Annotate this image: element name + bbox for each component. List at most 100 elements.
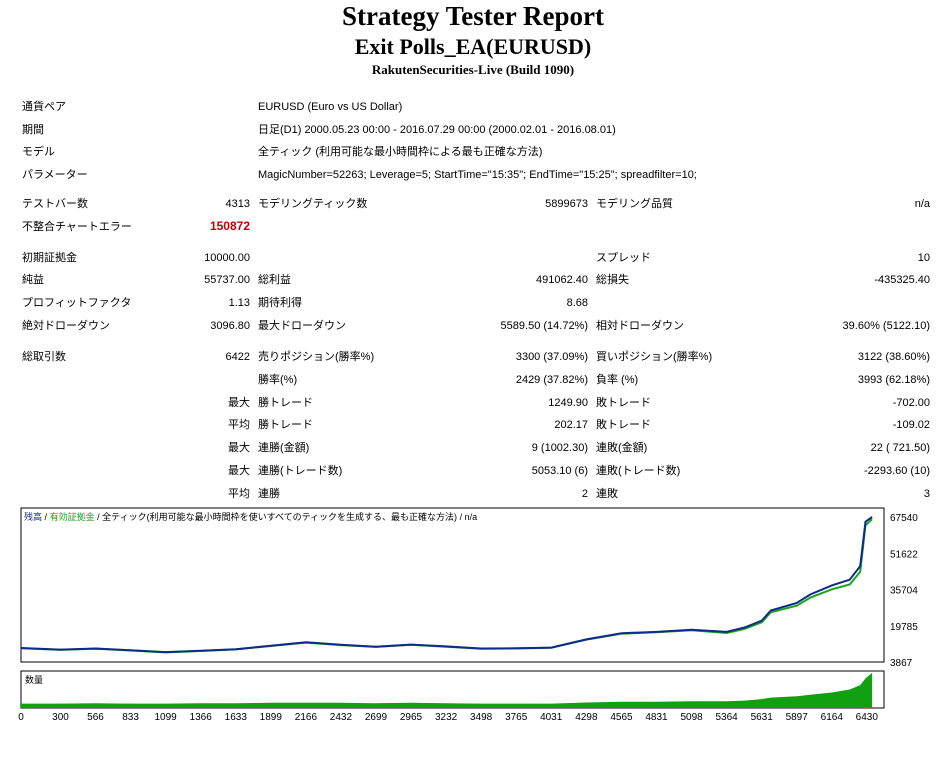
- rel-dd-label: 相対ドローダウン: [596, 320, 684, 332]
- cons-win-count-value: 5053.10 (6): [531, 465, 588, 477]
- ticks-label: モデリングティック数: [258, 198, 368, 210]
- largest-win-value: 1249.90: [548, 397, 588, 409]
- x-tick-label: 566: [87, 712, 104, 723]
- x-tick-label: 1366: [190, 712, 213, 723]
- x-tick-label: 1099: [154, 712, 177, 723]
- params-label: パラメーター: [22, 169, 88, 181]
- x-tick-label: 5897: [786, 712, 809, 723]
- x-tick-label: 5098: [680, 712, 703, 723]
- win-label: 勝率(%): [258, 374, 298, 386]
- x-tick-label: 833: [122, 712, 139, 723]
- balance-plot-frame: [20, 507, 885, 663]
- cons-win-money-label: 連勝(金額): [258, 442, 310, 454]
- net-value: 55737.00: [204, 274, 250, 286]
- legend-separator-2: /: [97, 512, 100, 522]
- largest-loss-value: -702.00: [892, 397, 930, 409]
- x-tick-label: 4031: [540, 712, 563, 723]
- avg-cons-win-label: 連勝: [258, 488, 280, 500]
- largest-loss-label: 敗トレード: [596, 397, 651, 409]
- x-tick-label: 4565: [610, 712, 633, 723]
- period-value: 日足(D1) 2000.05.23 00:00 - 2016.07.29 00:…: [258, 124, 616, 136]
- max-cons-label: 最大: [228, 442, 250, 454]
- deposit-label: 初期証拠金: [22, 252, 77, 264]
- bars-label: テストバー数: [22, 198, 88, 210]
- x-tick-label: 5364: [715, 712, 738, 723]
- abs-dd-value: 3096.80: [210, 320, 250, 332]
- largest-win-label: 勝トレード: [258, 397, 313, 409]
- cons-win-money-value: 9 (1002.30): [531, 442, 588, 454]
- x-tick-label: 4298: [575, 712, 598, 723]
- volume-area: [21, 672, 873, 708]
- trades-value: 6422: [225, 351, 250, 363]
- x-tick-label: 6164: [821, 712, 844, 723]
- rel-dd-value: 39.60% (5122.10): [842, 320, 930, 332]
- long-label: 買いポジション(勝率%): [596, 351, 713, 363]
- short-label: 売りポジション(勝率%): [258, 351, 375, 363]
- mismatch-value: 150872: [209, 219, 250, 233]
- legend-separator-3: /: [459, 512, 463, 522]
- loss-value: 3993 (62.18%): [857, 374, 930, 386]
- gross-profit-label: 総利益: [258, 274, 291, 286]
- bars-value: 4313: [225, 198, 250, 210]
- largest-label: 最大: [228, 397, 250, 409]
- max-dd-label: 最大ドローダウン: [258, 320, 346, 332]
- x-tick-label: 0: [18, 712, 24, 723]
- y-tick-label: 67540: [890, 513, 918, 524]
- net-label: 純益: [22, 274, 44, 286]
- expected-label: 期待利得: [258, 297, 302, 309]
- x-tick-label: 3232: [435, 712, 458, 723]
- x-tick-label: 6430: [856, 712, 879, 723]
- x-tick-label: 3498: [470, 712, 493, 723]
- cons-win-count-label: 連勝(トレード数): [258, 465, 343, 477]
- trades-label: 総取引数: [22, 351, 66, 363]
- y-tick-label: 51622: [890, 549, 918, 560]
- model-value: 全ティック (利用可能な最小時間枠による最も正確な方法): [258, 146, 543, 158]
- x-tick-label: 2965: [400, 712, 423, 723]
- average-label: 平均: [228, 419, 250, 431]
- cons-loss-count-label: 連敗(トレード数): [596, 465, 681, 477]
- y-tick-label: 35704: [890, 586, 918, 597]
- x-tick-label: 300: [52, 712, 69, 723]
- avg-win-value: 202.17: [554, 419, 588, 431]
- x-tick-label: 5631: [751, 712, 774, 723]
- ea-name: Exit Polls_EA(EURUSD): [354, 34, 592, 59]
- volume-plot-frame: [20, 670, 885, 709]
- report-title: Strategy Tester Report: [342, 1, 604, 31]
- spread-label: スプレッド: [596, 252, 651, 264]
- avg-cons-win-value: 2: [581, 488, 588, 500]
- abs-dd-label: 絶対ドローダウン: [22, 320, 110, 332]
- x-tick-label: 2699: [365, 712, 388, 723]
- period-label: 期間: [22, 124, 44, 136]
- x-tick-label: 1633: [225, 712, 248, 723]
- max-cons-count-label: 最大: [228, 465, 250, 477]
- avg-loss-label: 敗トレード: [596, 419, 651, 431]
- cons-loss-count-value: -2293.60 (10): [863, 465, 930, 477]
- legend-separator-1: /: [44, 512, 48, 522]
- expected-value: 8.68: [566, 297, 588, 309]
- short-value: 3300 (37.09%): [515, 351, 588, 363]
- pf-label: プロフィットファクタ: [22, 297, 132, 309]
- gross-loss-label: 総損失: [596, 274, 629, 286]
- legend-model: 全ティック(利用可能な最小時間枠を使いすべてのティックを生成する、最も正確な方法…: [102, 512, 458, 522]
- balance-line: [20, 516, 873, 654]
- loss-label: 負率 (%): [596, 374, 639, 386]
- avg-win-label: 勝トレード: [258, 419, 313, 431]
- legend-equity: 有効証拠金: [49, 512, 95, 522]
- long-value: 3122 (38.60%): [857, 351, 930, 363]
- pf-value: 1.13: [228, 297, 250, 309]
- legend-volume: 数量: [25, 675, 44, 685]
- legend-balance: 残高: [24, 512, 43, 522]
- pair-label: 通貨ペア: [22, 101, 66, 113]
- y-tick-label: 3867: [890, 658, 913, 669]
- y-tick-label: 19785: [890, 622, 918, 633]
- gross-loss-value: -435325.40: [874, 274, 930, 286]
- server-name: RakutenSecurities-Live (Build 1090): [371, 62, 575, 77]
- x-tick-label: 4831: [645, 712, 668, 723]
- avg-cons-loss-label: 連敗: [596, 488, 618, 500]
- x-tick-label: 2166: [295, 712, 318, 723]
- quality-value: n/a: [914, 198, 930, 210]
- avg-cons-label: 平均: [228, 488, 250, 500]
- cons-loss-money-value: 22 ( 721.50): [870, 442, 930, 454]
- quality-label: モデリング品質: [596, 198, 673, 210]
